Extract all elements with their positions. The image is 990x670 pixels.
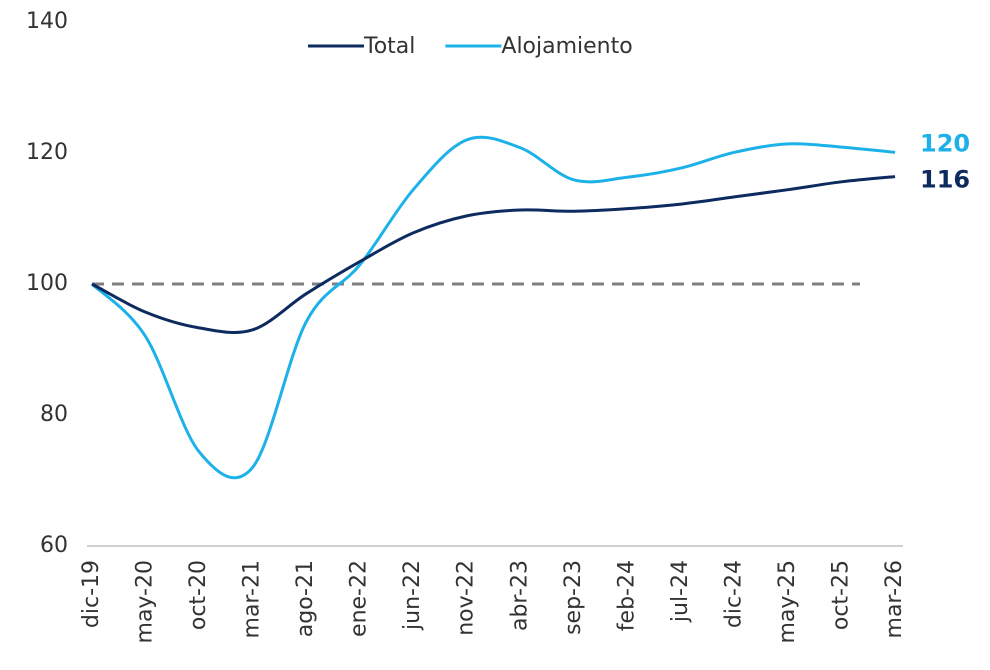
y-tick-label: 80: [40, 402, 68, 427]
line: [91, 175, 896, 334]
x-tick-label: may-20: [133, 560, 158, 643]
legend-label: Total: [363, 34, 415, 59]
x-tick-label: may-25: [775, 560, 800, 643]
y-tick-label: 140: [26, 9, 68, 34]
x-tick-label: dic-24: [721, 560, 746, 628]
x-tick-label: oct-20: [186, 560, 211, 630]
line: [90, 135, 896, 480]
x-tick-label: ene-22: [347, 560, 372, 637]
x-tick-label: mar-21: [240, 560, 265, 638]
x-tick-label: sep-23: [561, 560, 586, 635]
x-tick-label: jun-22: [400, 560, 425, 631]
x-tick-label: feb-24: [614, 560, 639, 631]
end-label: 120: [920, 129, 970, 157]
x-tick-label: oct-25: [828, 560, 853, 630]
x-tick-label: ago-21: [293, 560, 318, 637]
y-tick-label: 60: [40, 533, 68, 558]
y-tick-label: 120: [26, 140, 68, 165]
x-tick-label: abr-23: [507, 560, 532, 631]
x-tick-label: dic-19: [79, 560, 104, 628]
x-tick-label: mar-26: [882, 560, 907, 638]
x-tick-label: jul-24: [668, 560, 693, 623]
x-tick-label: nov-22: [454, 560, 479, 636]
end-label: 116: [920, 166, 970, 194]
legend-label: Alojamiento: [501, 34, 632, 59]
y-tick-label: 100: [26, 271, 68, 296]
